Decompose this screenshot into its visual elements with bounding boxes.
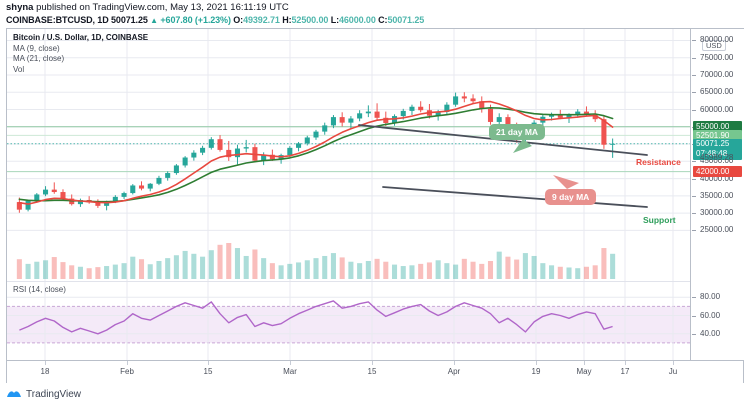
last-price-value: 50071.25 [696,138,730,148]
price-tick-label: 35000.00 [700,190,734,200]
price-axis[interactable]: USD 80000.00 75000.00 70000.00 65000.00 6000… [636,29,744,360]
price-tick-mark [692,195,696,197]
support-price-badge[interactable]: 42000.00 [693,166,742,178]
price-pane[interactable]: Bitcoin / U.S. Dollar, 1D, COINBASE MA (… [7,29,690,281]
rsi-tick-label: 60.00 [700,310,721,320]
publish-text: published on TradingView.com, May 13, 20… [36,2,289,13]
open-label: O: [233,15,244,25]
time-tick-label: 15 [367,367,377,376]
time-tick-label: 19 [531,367,541,376]
time-tick-mark [625,361,626,365]
price-tick-mark [692,109,696,111]
time-axis[interactable]: 18 Feb 15 Mar 15 Apr 19 May 17 Ju [7,360,743,383]
author-name: shyna [6,2,34,13]
pane-divider [7,281,690,282]
rsi-tick-mark [692,297,696,299]
price-change-value: +607.80 (+1.23%) [160,15,231,25]
price-tick-label: 65000.00 [700,87,734,97]
ma21-annotation-callout[interactable]: 21 day MA [489,124,546,140]
time-tick-mark [584,361,585,365]
time-tick-label: Mar [283,367,297,376]
time-tick-mark [536,361,537,365]
price-tick-mark [692,92,696,94]
time-tick-mark [208,361,209,365]
price-tick-label: 60000.00 [700,104,734,114]
legend-title: Bitcoin / U.S. Dollar, 1D, COINBASE [13,33,149,42]
time-tick-mark [673,361,674,365]
price-tick-label: 30000.00 [700,208,734,218]
price-tick-mark [692,213,696,215]
time-tick-label: 17 [620,367,630,376]
price-up-arrow-icon: ▲ [150,16,158,25]
price-tick-mark [692,161,696,163]
footer: TradingView [6,388,81,400]
legend-ma21: MA (21, close) [13,54,65,63]
legend-vol: Vol [13,64,25,74]
low-value: 46000.00 [338,15,376,25]
price-tick-label: 45000.00 [700,156,734,166]
last-price-badge[interactable]: 50071.25 07:48:48 [693,138,742,160]
time-tick-label: May [576,367,592,376]
low-label: L: [330,15,339,25]
time-tick-mark [290,361,291,365]
last-price-value: 50071.25 [111,15,148,25]
rsi-tick-mark [692,333,696,335]
price-tick-mark [692,57,696,59]
price-tick-label: 40000.00 [700,173,734,183]
last-price-countdown: 07:48:48 [696,149,728,159]
ma9-annotation-callout[interactable]: 9 day MA [545,189,597,205]
tradingview-logo-icon [6,388,22,400]
price-tick-label: 75000.00 [700,52,734,62]
rsi-tick-label: 80.00 [700,292,721,302]
time-tick-label: Feb [120,367,134,376]
time-tick-mark [45,361,46,365]
open-value: 49392.71 [243,15,280,25]
rsi-pane[interactable]: RSI (14, close) [7,282,690,360]
rsi-tick-mark [692,315,696,317]
symbol-label: COINBASE:BTCUSD, 1D [6,15,109,25]
chart-header: shyna published on TradingView.com, May … [6,2,750,27]
price-pane-legend: Bitcoin / U.S. Dollar, 1D, COINBASE MA (… [13,33,148,75]
rsi-chart-svg [7,282,690,360]
price-tick-mark [692,40,696,42]
ma21-price-label: 45989.28 [700,152,734,162]
price-tick-mark [692,178,696,180]
price-chart-svg [7,29,690,281]
time-tick-label: 18 [40,367,50,376]
tradingview-brand-label: TradingView [26,388,82,400]
currency-unit-chip: USD [702,40,726,51]
time-tick-label: 15 [203,367,213,376]
time-tick-mark [372,361,373,365]
price-tick-label: 80000.00 [700,35,734,45]
price-tick-label: 25000.00 [700,225,734,235]
rsi-legend-title: RSI (14, close) [13,285,66,294]
chart-frame[interactable]: Bitcoin / U.S. Dollar, 1D, COINBASE MA (… [6,28,744,383]
price-tick-mark [692,74,696,76]
resistance-price-badge[interactable]: 55000.00 [693,121,742,133]
time-tick-mark [127,361,128,365]
time-tick-label: Apr [447,367,461,376]
high-value: 52500.00 [291,15,329,25]
publish-info: shyna published on TradingView.com, May … [6,2,750,14]
symbol-quote-line: COINBASE:BTCUSD, 1D 50071.25 ▲ +607.80 (… [6,14,750,27]
time-tick-label: Ju [668,367,678,376]
price-tick-label: 70000.00 [700,69,734,79]
legend-ma9: MA (9, close) [13,43,60,53]
high-label: H: [282,15,292,25]
support-label: Support [643,215,676,225]
resistance-label: Resistance [636,157,681,167]
price-tick-mark [692,230,696,232]
close-value: 50071.25 [387,15,425,25]
close-label: C: [378,15,388,25]
ma-price-badge[interactable]: 52501.90 [693,129,742,141]
time-tick-mark [454,361,455,365]
rsi-tick-label: 40.00 [700,328,721,338]
